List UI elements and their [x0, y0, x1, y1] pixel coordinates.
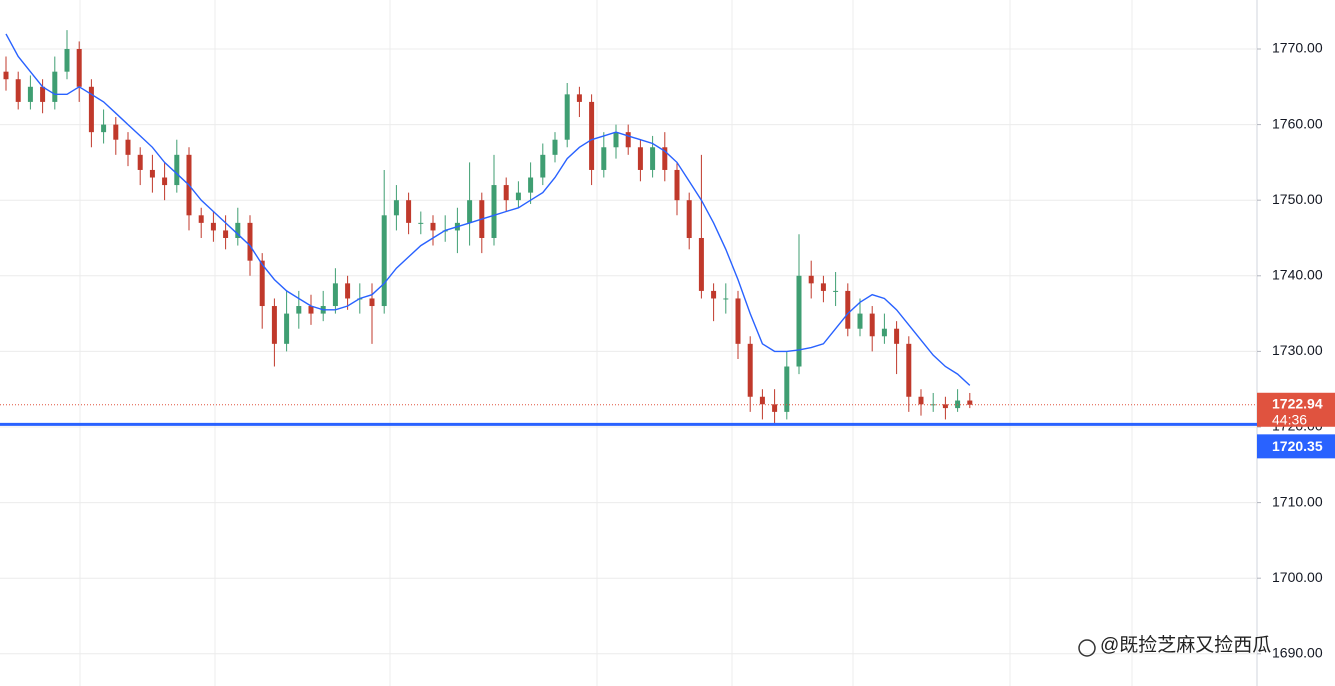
- candle-body: [27, 86, 33, 102]
- candle-body: [625, 132, 631, 148]
- candle-body: [637, 147, 643, 170]
- candle-body: [88, 86, 94, 133]
- candle-body: [540, 154, 546, 178]
- candle-body: [589, 101, 595, 170]
- y-tick-label: 1710.00: [1272, 493, 1323, 509]
- candle-body: [345, 283, 351, 299]
- candle-body: [906, 343, 912, 397]
- candle-body: [613, 132, 619, 148]
- candle-body: [223, 230, 229, 238]
- candle-body: [113, 124, 119, 140]
- horizontal-line-box: [1257, 434, 1335, 459]
- candle-body: [662, 147, 668, 170]
- candle-body: [198, 215, 204, 223]
- candle-body: [772, 404, 778, 412]
- candle-body: [393, 200, 399, 216]
- candle-body: [162, 177, 168, 186]
- candle-body: [15, 79, 21, 102]
- candle-body: [40, 86, 46, 102]
- candle-body: [308, 306, 314, 314]
- candle-body: [686, 200, 692, 238]
- candle-body: [3, 71, 9, 80]
- candle-body: [369, 298, 375, 307]
- candle-body: [149, 169, 155, 178]
- candle-body: [833, 290, 839, 292]
- candle-body: [796, 275, 802, 367]
- y-tick-label: 1760.00: [1272, 115, 1323, 131]
- candle-body: [332, 283, 338, 307]
- candle-body: [491, 185, 497, 238]
- candle-body: [881, 328, 887, 337]
- y-tick-label: 1770.00: [1272, 40, 1323, 56]
- candle-body: [894, 328, 900, 344]
- candle-body: [576, 94, 582, 102]
- candle-body: [808, 275, 814, 284]
- candle-body: [64, 48, 70, 72]
- candle-body: [503, 185, 509, 201]
- vertical-grid: [79, 0, 1133, 686]
- candle-body: [942, 404, 948, 409]
- candle-body: [271, 306, 277, 344]
- y-tick-label: 1730.00: [1272, 342, 1323, 358]
- candle-body: [967, 400, 973, 405]
- y-tick-label: 1690.00: [1272, 644, 1323, 660]
- watermark: @既捡芝麻又捡西瓜: [1100, 634, 1271, 656]
- y-tick-label: 1740.00: [1272, 266, 1323, 282]
- candle-body: [381, 215, 387, 307]
- candle-body: [515, 192, 521, 201]
- candle-body: [52, 71, 58, 102]
- candle-body: [723, 298, 729, 300]
- candle-body: [418, 222, 424, 224]
- candle-body: [284, 313, 290, 344]
- watermark-icon: [1078, 639, 1096, 657]
- candle-body: [601, 147, 607, 170]
- candle-body: [101, 124, 107, 133]
- moving-average: [5, 33, 971, 386]
- last-price-label: 1722.94: [1272, 395, 1323, 411]
- last-price-box: [1257, 392, 1335, 427]
- candle-body: [235, 222, 241, 238]
- candle-body: [296, 306, 302, 314]
- candle-body: [735, 298, 741, 344]
- candle-body: [259, 260, 265, 307]
- candle-body: [869, 313, 875, 337]
- candle-body: [406, 200, 412, 223]
- candle-body: [467, 200, 473, 223]
- y-tick-label: 1750.00: [1272, 191, 1323, 207]
- candle-body: [857, 313, 863, 329]
- candle-body: [650, 147, 656, 170]
- candle-body: [918, 396, 924, 405]
- candle-body: [674, 169, 680, 201]
- candle-body: [125, 139, 131, 155]
- candle-body: [430, 222, 436, 231]
- candle-body: [698, 237, 704, 291]
- candle-body: [76, 48, 82, 87]
- candle-body: [820, 283, 826, 291]
- candle-body: [174, 154, 180, 186]
- candle-body: [210, 222, 216, 231]
- candle-body: [247, 222, 253, 261]
- candle-body: [552, 139, 558, 155]
- candle-body: [564, 94, 570, 140]
- candle-body: [759, 396, 765, 405]
- horizontal-line-label: 1720.35: [1272, 438, 1323, 454]
- candle-body: [528, 177, 534, 193]
- candle-body: [747, 343, 753, 397]
- candle-body: [784, 366, 790, 412]
- candle-body: [137, 154, 143, 170]
- candle-body: [845, 290, 851, 329]
- y-tick-label: 1700.00: [1272, 569, 1323, 585]
- candle-body: [711, 290, 717, 299]
- countdown-label: 44:36: [1272, 411, 1307, 427]
